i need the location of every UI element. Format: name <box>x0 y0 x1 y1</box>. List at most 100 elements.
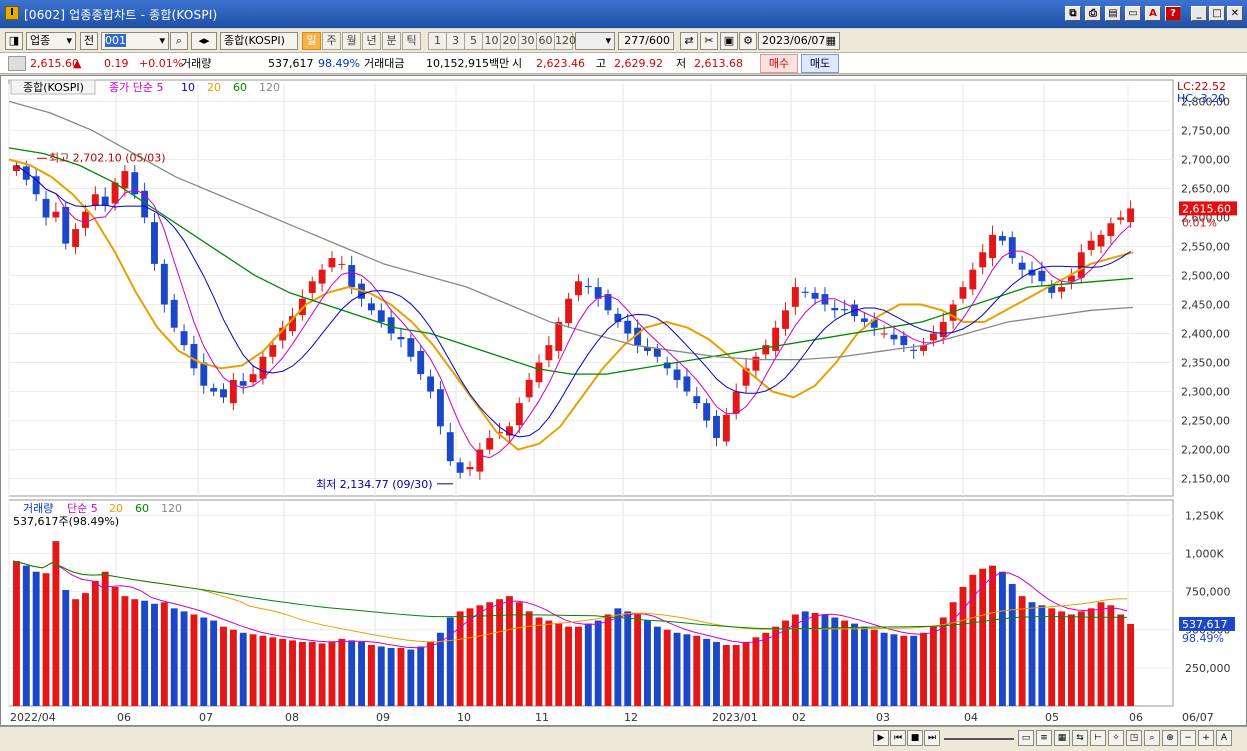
moving-average-20 <box>8 158 1134 451</box>
hc-label: HC:-3.20 <box>1177 92 1225 105</box>
volume-bar <box>959 586 967 706</box>
minute-button-30[interactable]: 30 <box>518 32 537 50</box>
candle <box>62 207 70 244</box>
chart-toggle-icon[interactable]: ▭ <box>1018 730 1034 746</box>
volume-bar <box>249 634 257 706</box>
maximize-button[interactable]: □ <box>1209 6 1225 21</box>
scissors-icon[interactable]: ✂ <box>700 32 718 50</box>
minute-input[interactable]: ▾ <box>575 32 615 50</box>
search-icon[interactable]: ⌕ <box>170 32 188 50</box>
forward-icon[interactable]: ⏭ <box>924 730 940 746</box>
zoom-slider[interactable] <box>944 738 1014 740</box>
date-input[interactable]: 2023/06/07 ▦ <box>758 32 840 50</box>
x-tick-label: 06 <box>117 711 131 724</box>
help-icon[interactable]: ? <box>1165 6 1181 21</box>
y-tick-label: 2,300,00 <box>1181 386 1230 399</box>
y-tick-label: 250,000 <box>1185 662 1231 675</box>
minute-button-5[interactable]: 5 <box>464 32 483 50</box>
minute-button-60[interactable]: 60 <box>536 32 555 50</box>
candle <box>811 292 819 299</box>
candle <box>703 403 711 421</box>
volume-bar <box>594 620 602 706</box>
candle <box>742 368 750 386</box>
period-tab-4[interactable]: 분 <box>382 32 401 50</box>
speaker-icon[interactable]: ◂▸ <box>191 32 217 50</box>
minute-button-10[interactable]: 10 <box>482 32 501 50</box>
candle <box>141 190 149 218</box>
rewind-icon[interactable]: ⏮ <box>890 730 906 746</box>
volume-bar <box>782 620 789 706</box>
candle <box>387 317 395 334</box>
count-input[interactable]: 277/600 <box>618 32 674 50</box>
font-icon[interactable]: A <box>1216 730 1232 746</box>
candle <box>417 350 425 375</box>
stop-icon[interactable]: ■ <box>907 730 923 746</box>
chart-canvas[interactable]: 2022/04 06 07 08 09 10 11 12 2023/01 02 03 04 05 06 06… <box>1 76 1246 725</box>
volume-bar <box>653 626 661 706</box>
minute-button-3[interactable]: 3 <box>446 32 465 50</box>
legend-period-60: 60 <box>233 81 247 94</box>
x-tick-label: 03 <box>876 711 890 724</box>
candle <box>722 414 730 442</box>
save-icon[interactable]: ▣ <box>720 32 738 50</box>
window-link-icon[interactable]: ⧉ <box>1065 6 1081 21</box>
buy-button[interactable]: 매수 <box>760 54 798 73</box>
play-icon[interactable]: ▶ <box>873 730 889 746</box>
all-button[interactable]: 전 <box>80 32 98 50</box>
period-tab-5[interactable]: 틱 <box>402 32 421 50</box>
chart-settings-icon[interactable]: ◨ <box>5 32 23 50</box>
volume-bar <box>52 541 60 706</box>
minute-button-120[interactable]: 120 <box>554 32 576 50</box>
volume-bar <box>545 620 553 706</box>
save-screen-icon[interactable]: ▤ <box>1105 6 1121 21</box>
chart-list-icon[interactable]: ≡ <box>1036 730 1052 746</box>
arrows-icon[interactable]: ⇄ <box>680 32 698 50</box>
volume-bar <box>141 600 149 706</box>
print-icon[interactable]: ⎙ <box>1085 6 1101 21</box>
sell-button[interactable]: 매도 <box>801 54 839 73</box>
zoom-icon[interactable]: ⊕ <box>1162 730 1178 746</box>
minute-button-20[interactable]: 20 <box>500 32 519 50</box>
chevron-down-icon: ▾ <box>159 34 165 47</box>
volume-title: 거래량 <box>23 502 53 515</box>
pattern-icon[interactable]: ✧ <box>1108 730 1124 746</box>
candle <box>407 338 415 357</box>
period-tab-0[interactable]: 일 <box>302 32 321 50</box>
zoom-in-icon[interactable]: + <box>1198 730 1214 746</box>
last-change-label: 0.01% <box>1182 216 1217 229</box>
minimize-tray-icon[interactable]: ▭ <box>1125 6 1141 21</box>
volume-bar <box>614 608 622 706</box>
code-input[interactable]: 001 ▾ <box>101 32 169 50</box>
close-button[interactable]: ✕ <box>1227 6 1243 21</box>
minimize-button[interactable]: _ <box>1191 6 1207 21</box>
compare-icon[interactable]: ⇆ <box>1072 730 1088 746</box>
volume-bar <box>446 617 454 706</box>
volume-bar <box>811 612 819 706</box>
grid-icon[interactable]: ▦ <box>1054 730 1070 746</box>
candle <box>436 389 444 427</box>
candle <box>644 347 651 351</box>
overlay-icon[interactable]: ◳ <box>1126 730 1142 746</box>
search-chart-icon[interactable]: ⌕ <box>1144 730 1160 746</box>
zoom-out-icon[interactable]: − <box>1180 730 1196 746</box>
period-tab-1[interactable]: 주 <box>322 32 341 50</box>
volume-bar <box>42 573 50 706</box>
font-size-icon[interactable]: A <box>1145 6 1161 21</box>
candle <box>663 362 671 369</box>
volume-bar <box>989 565 997 706</box>
moving-average-5 <box>16 164 1131 459</box>
gear-icon[interactable]: ⚙ <box>739 32 757 50</box>
period-tab-2[interactable]: 월 <box>342 32 361 50</box>
volume-bar <box>417 646 425 706</box>
chart-area[interactable]: 2022/04 06 07 08 09 10 11 12 2023/01 02 03 04 05 06 06… <box>0 75 1247 726</box>
y-tick-label: 2,700,00 <box>1181 153 1230 166</box>
ruler-icon[interactable]: ⊢ <box>1090 730 1106 746</box>
minute-button-1[interactable]: 1 <box>428 32 447 50</box>
volume-bar <box>1038 605 1046 706</box>
candle <box>82 211 89 228</box>
period-tab-3[interactable]: 년 <box>362 32 381 50</box>
sector-select[interactable]: 업종 ▾ <box>26 32 76 50</box>
candle <box>170 299 178 328</box>
collapse-icon[interactable] <box>8 56 26 71</box>
volume-bar <box>791 614 799 706</box>
